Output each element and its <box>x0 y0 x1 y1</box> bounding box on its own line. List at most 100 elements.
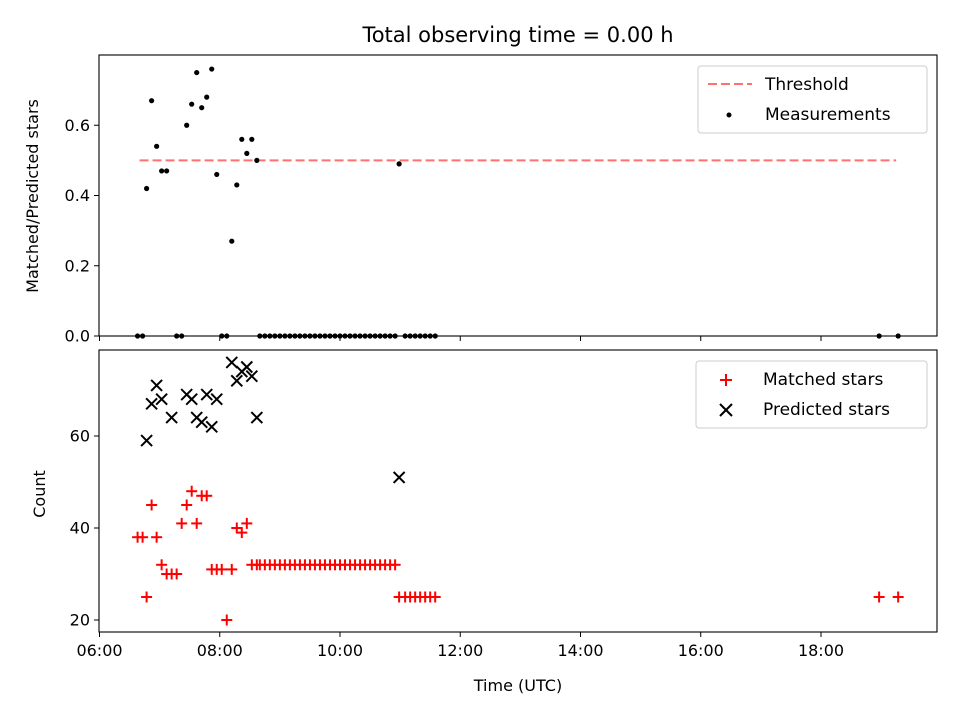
measurement-point <box>249 136 255 142</box>
predicted-star-marker <box>210 392 223 406</box>
measurements-legend-label: Measurements <box>765 105 891 125</box>
matched-legend-swatch <box>720 374 732 386</box>
matched-stars-series <box>132 485 904 626</box>
bottom-axes: 20 40 60 06:00 08:00 10:00 12:00 14:00 16:00 18:… <box>30 349 938 695</box>
predicted-star-marker <box>205 420 218 434</box>
predicted-star-marker <box>155 392 168 406</box>
measurement-point <box>234 182 240 188</box>
top-y-ticks: 0.0 0.2 0.4 0.6 <box>65 116 99 346</box>
measurement-point <box>396 161 402 167</box>
predicted-legend-swatch <box>719 403 733 417</box>
predicted-star-marker <box>225 356 238 369</box>
predicted-star-stroke-b <box>245 369 259 383</box>
measurement-point <box>184 122 190 128</box>
top-legend-box <box>697 65 928 134</box>
top-legend: Threshold Measurements <box>697 65 928 134</box>
predicted-star-marker <box>145 397 158 411</box>
predicted-star-stroke-b <box>240 360 254 374</box>
predicted-star-marker <box>200 388 213 401</box>
matched-star-marker <box>429 591 441 603</box>
top-y-tick-label: 0.6 <box>65 116 90 135</box>
predicted-star-marker <box>195 415 208 429</box>
matched-star-marker <box>146 499 158 511</box>
measurement-point <box>204 94 210 100</box>
top-axes: 0.0 0.2 0.4 0.6 Matched/Predicted stars Thr… <box>23 54 938 346</box>
predicted-star-marker <box>392 471 406 484</box>
matched-star-marker <box>221 614 233 626</box>
predicted-star-stroke-b <box>140 434 153 447</box>
predicted-star-stroke-b <box>205 420 218 434</box>
matched-star-marker <box>186 485 198 497</box>
bottom-x-tick-label: 10:00 <box>317 641 363 660</box>
bottom-y-tick-label: 20 <box>70 611 90 630</box>
bottom-x-ticks: 06:00 08:00 10:00 12:00 14:00 16:00 18:00 <box>76 632 844 660</box>
matched-star-marker <box>176 517 188 529</box>
x-axis-label: Time (UTC) <box>473 676 562 695</box>
threshold-legend-label: Threshold <box>764 75 849 95</box>
top-x-ticks <box>99 336 822 341</box>
bottom-x-tick-label: 12:00 <box>437 641 483 660</box>
predicted-star-stroke-b <box>185 392 198 406</box>
bottom-x-tick-label: 06:00 <box>76 641 122 660</box>
predicted-star-marker <box>140 434 153 447</box>
matched-star-marker <box>892 591 904 603</box>
predicted-star-marker <box>230 374 243 388</box>
matched-star-marker <box>873 591 885 603</box>
top-y-tick-label: 0.0 <box>65 327 90 346</box>
measurement-point <box>199 105 205 111</box>
predicted-star-stroke-b <box>145 397 158 411</box>
matched-star-marker <box>151 531 163 543</box>
bottom-x-tick-label: 16:00 <box>678 641 724 660</box>
matched-star-marker <box>226 563 238 575</box>
predicted-stars-series <box>140 356 406 484</box>
measurement-point <box>194 69 200 76</box>
measurements-legend-swatch <box>726 112 732 118</box>
predicted-star-stroke-b <box>200 388 213 401</box>
matched-legend-label: Matched stars <box>763 370 883 390</box>
matched-star-marker <box>141 591 153 603</box>
bottom-x-tick-label: 14:00 <box>557 641 603 660</box>
top-axes-frame <box>98 54 938 337</box>
predicted-star-stroke-b <box>155 392 168 406</box>
bottom-axes-frame <box>98 349 938 633</box>
matched-star-marker <box>389 559 401 571</box>
matched-star-marker <box>241 517 253 529</box>
matched-star-marker <box>201 490 213 502</box>
predicted-star-stroke-b <box>250 411 264 424</box>
matched-star-marker <box>236 527 248 539</box>
measurement-point <box>239 136 245 142</box>
predicted-star-stroke-b <box>150 379 163 392</box>
measurement-point <box>189 101 195 107</box>
measurement-point <box>164 168 170 174</box>
predicted-star-marker <box>150 379 163 392</box>
matched-star-marker <box>156 559 168 571</box>
matched-star-marker <box>171 568 183 580</box>
top-y-axis-label: Matched/Predicted stars <box>23 99 42 293</box>
predicted-star-marker <box>240 360 254 374</box>
predicted-star-stroke-b <box>225 356 238 369</box>
bottom-x-tick-label: 08:00 <box>197 641 243 660</box>
predicted-star-stroke-b <box>392 471 406 484</box>
top-y-tick-label: 0.2 <box>65 256 90 275</box>
predicted-star-stroke-b <box>230 374 243 388</box>
measurement-point <box>254 157 260 163</box>
bottom-y-tick-label: 40 <box>70 519 90 538</box>
measurement-point <box>229 238 235 244</box>
matched-star-marker <box>137 531 149 543</box>
predicted-star-stroke-b <box>195 415 208 429</box>
matched-star-marker <box>216 563 228 575</box>
measurement-point <box>154 143 160 149</box>
bottom-legend-box <box>695 360 928 429</box>
predicted-star-marker <box>185 392 198 406</box>
predicted-star-marker <box>245 369 259 383</box>
measurement-point <box>149 98 155 104</box>
measurement-point <box>214 171 220 178</box>
matched-star-marker <box>181 499 193 511</box>
bottom-legend: Matched stars Predicted stars <box>695 360 928 429</box>
bottom-x-tick-label: 18:00 <box>798 641 844 660</box>
predicted-star-marker <box>165 411 178 424</box>
bottom-y-ticks: 20 40 60 <box>70 427 99 630</box>
predicted-legend-label: Predicted stars <box>763 400 890 420</box>
predicted-star-stroke-b <box>210 392 223 406</box>
